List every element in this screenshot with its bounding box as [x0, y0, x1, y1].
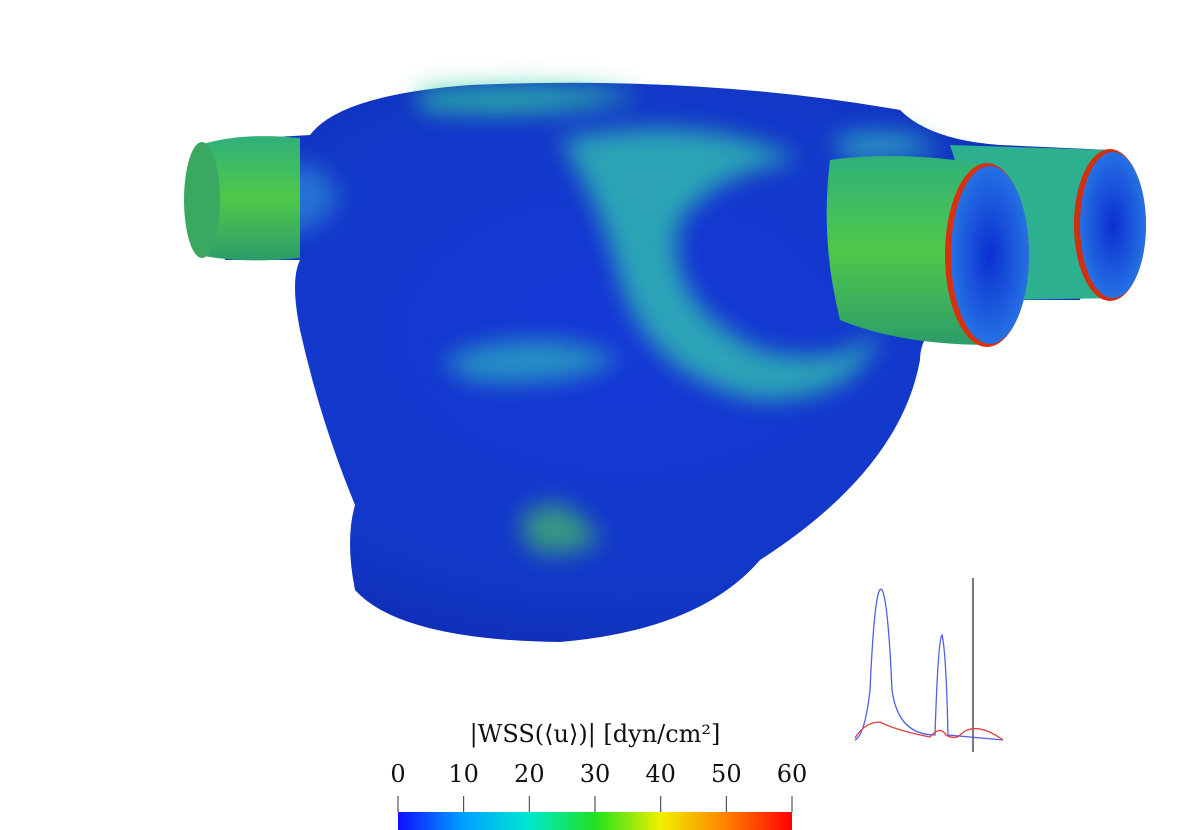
colorbar-tick-label: 40	[645, 760, 676, 788]
vessel-render	[184, 82, 1146, 643]
colorbar-tick-label: 60	[777, 760, 808, 788]
colorbar-tick-label: 50	[711, 760, 742, 788]
front-tube-face	[951, 166, 1029, 344]
left-tube-end	[184, 142, 220, 258]
colorbar	[398, 812, 792, 830]
inset-plot	[854, 578, 1004, 752]
colorbar-tick-label: 20	[514, 760, 545, 788]
colorbar-tick-label: 10	[448, 760, 479, 788]
back-tube-face	[1080, 152, 1146, 298]
wss-patterns	[280, 86, 940, 554]
front-tube	[826, 156, 990, 345]
inset-curve-blue	[854, 588, 1004, 741]
inset-curve-red	[854, 721, 1004, 741]
left-tube	[200, 136, 300, 261]
colorbar-tick-label: 30	[580, 760, 611, 788]
colorbar-label: |WSS(⟨u⟩)| [dyn/cm²]	[470, 720, 721, 749]
colorbar-tick-label: 0	[390, 760, 405, 788]
